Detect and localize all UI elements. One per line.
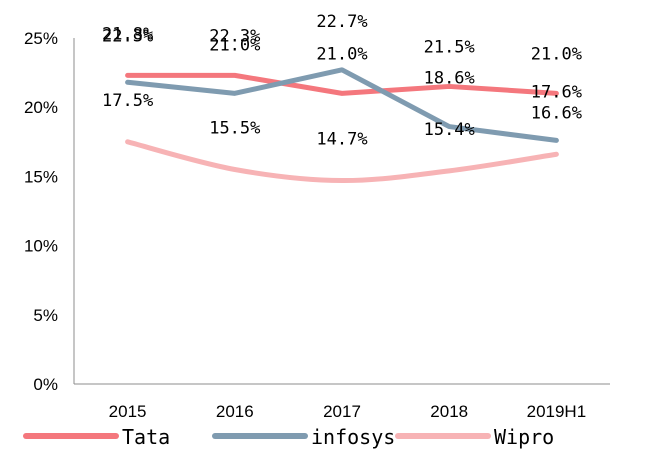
data-label-tata: 21.0% [316, 44, 367, 64]
y-tick-labels: 0% 5% 10% 15% 20% 25% [24, 29, 58, 394]
x-tick-labels: 2015 2016 2017 2018 2019H1 [109, 402, 586, 421]
legend-label-infosys: infosys [311, 425, 395, 449]
y-tick-label: 15% [24, 167, 58, 186]
data-label-tata: 22.3% [209, 26, 260, 46]
data-label-infosys: 17.6% [531, 82, 582, 102]
data-label-wipro: 17.5% [102, 91, 153, 111]
y-tick-label: 25% [24, 29, 58, 48]
data-label-infosys: 21.8% [102, 24, 153, 44]
data-label-infosys: 18.6% [424, 69, 475, 89]
legend-label-tata: Tata [122, 425, 170, 449]
data-label-infosys: 21.0% [209, 35, 260, 55]
x-tick-label: 2018 [430, 402, 468, 421]
data-labels: 22.3% 22.3%21.0% 21.5% 21.0%21.8%21.0%22.7%… [102, 12, 582, 150]
x-tick-label: 2016 [216, 402, 254, 421]
y-tick-label: 5% [33, 306, 58, 325]
data-label-tata: 21.0% [531, 44, 582, 64]
legend: Tata infosys Wipro [23, 425, 554, 449]
data-label-wipro: 14.7% [316, 130, 367, 150]
legend-label-wipro: Wipro [494, 425, 554, 449]
series-line-wipro [125, 139, 559, 184]
y-tick-label: 10% [24, 237, 58, 256]
x-tick-label: 2017 [323, 402, 361, 421]
x-tick-label: 2015 [109, 402, 147, 421]
chart-axes [73, 38, 610, 385]
y-tick-label: 20% [24, 98, 58, 117]
data-label-wipro: 16.6% [531, 103, 582, 123]
series-line-infosys [125, 67, 559, 143]
data-label-tata: 22.3% [102, 26, 153, 46]
data-label-wipro: 15.4% [424, 120, 475, 140]
x-tick-label: 2019H1 [527, 402, 587, 421]
y-tick-label: 0% [33, 375, 58, 394]
data-label-wipro: 15.5% [209, 118, 260, 138]
data-label-tata: 21.5% [424, 37, 475, 57]
data-label-infosys: 22.7% [316, 12, 367, 32]
series-line-tata [125, 72, 559, 96]
series-lines [125, 67, 559, 184]
